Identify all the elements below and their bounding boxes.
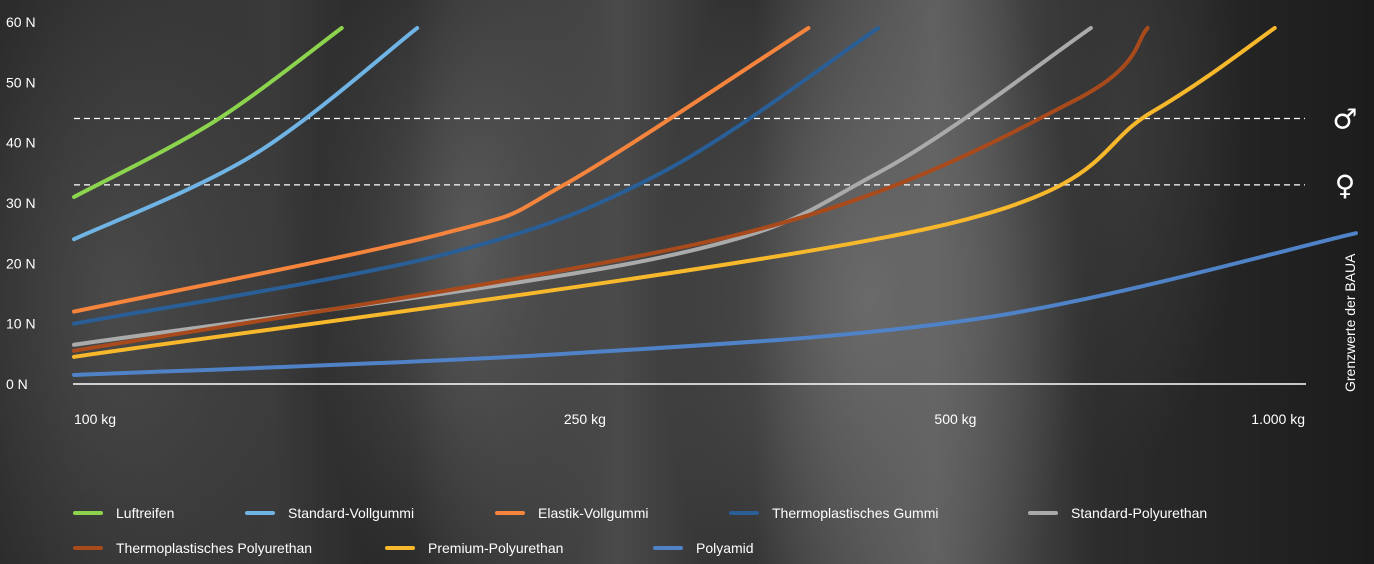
x-tick-label: 500 kg xyxy=(934,411,976,427)
legend-label: Standard-Vollgummi xyxy=(288,505,414,521)
y-tick-label: 60 N xyxy=(6,14,36,30)
series-line xyxy=(72,26,1277,359)
y-tick-label: 30 N xyxy=(6,195,36,211)
y-tick-label: 10 N xyxy=(6,316,36,332)
y-tick-label: 20 N xyxy=(6,255,36,271)
gender-symbol: ♀ xyxy=(1335,169,1356,202)
series-line xyxy=(72,26,344,199)
series-line xyxy=(72,26,420,242)
side-label: Grenzwerte der BAUA xyxy=(1342,253,1358,392)
legend-label: Luftreifen xyxy=(116,505,174,521)
y-tick-label: 0 N xyxy=(6,376,28,392)
series-line xyxy=(72,26,881,326)
legend-label: Polyamid xyxy=(696,540,754,556)
x-axis-ticks: 100 kg 250 kg 500 kg 1.000 kg xyxy=(74,411,1305,427)
series-line xyxy=(72,231,1358,377)
series-line xyxy=(72,26,811,314)
x-tick-label: 100 kg xyxy=(74,411,116,427)
y-tick-label: 40 N xyxy=(6,135,36,151)
legend-label: Premium-Polyurethan xyxy=(428,540,563,556)
legend-label: Thermoplastisches Gummi xyxy=(772,505,939,521)
series-lines xyxy=(72,26,1358,377)
x-tick-label: 250 kg xyxy=(564,411,606,427)
series-line xyxy=(72,26,1150,353)
legend: Luftreifen Standard-Vollgummi Elastik-Voll… xyxy=(73,505,1207,556)
y-tick-label: 50 N xyxy=(6,74,36,90)
gender-symbol: ♂ xyxy=(1332,103,1357,136)
reference-lines: ♂♀ xyxy=(74,103,1358,202)
y-axis-ticks: 0 N 10 N 20 N 30 N 40 N 50 N 60 N xyxy=(6,14,36,392)
legend-label: Thermoplastisches Polyurethan xyxy=(116,540,312,556)
legend-label: Standard-Polyurethan xyxy=(1071,505,1207,521)
x-tick-label: 1.000 kg xyxy=(1251,411,1305,427)
legend-label: Elastik-Vollgummi xyxy=(538,505,648,521)
